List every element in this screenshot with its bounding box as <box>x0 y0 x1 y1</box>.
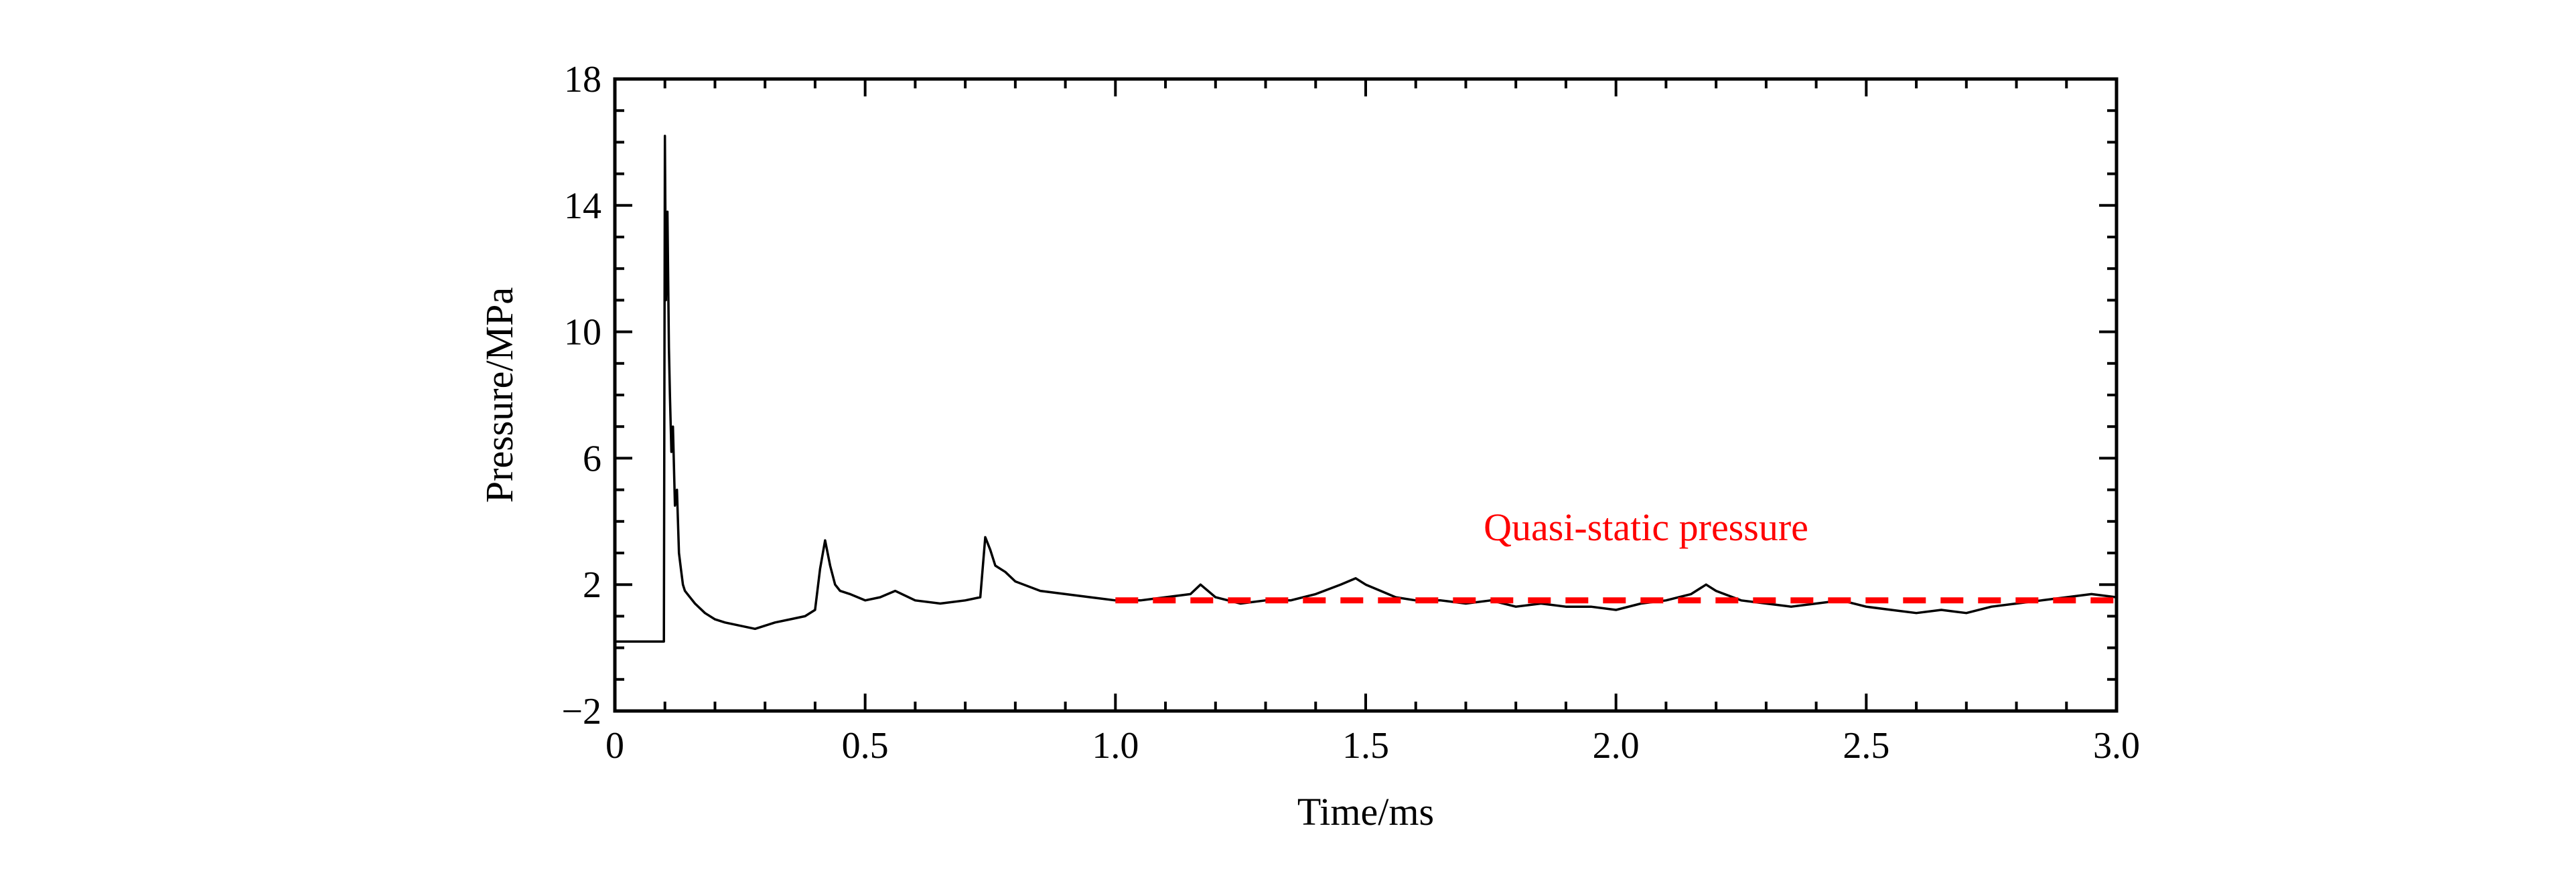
data-series-layer <box>615 135 2117 643</box>
y-tick-label: 10 <box>564 312 601 353</box>
axis-tick-labels: 0 0.5 1.0 1.5 2.0 2.5 3.0 −2 2 6 10 14 18 <box>561 59 2140 767</box>
pressure-trace-line <box>615 135 2117 643</box>
x-tick-label: 1.0 <box>1092 725 1139 767</box>
x-tick-label: 0 <box>605 725 624 767</box>
x-tick-label: 3.0 <box>2093 725 2140 767</box>
y-tick-label: 14 <box>564 185 601 227</box>
y-axis-label: Pressure/MPa <box>478 287 521 503</box>
x-tick-label: 1.5 <box>1342 725 1389 767</box>
x-tick-label: 2.5 <box>1843 725 1889 767</box>
x-tick-label: 2.0 <box>1593 725 1640 767</box>
x-axis-label: Time/ms <box>1297 790 1434 834</box>
y-tick-label: 18 <box>564 59 601 100</box>
y-tick-label: −2 <box>561 691 601 732</box>
y-tick-label: 6 <box>583 438 601 479</box>
axis-ticks <box>614 78 2118 712</box>
y-tick-label: 2 <box>583 564 601 606</box>
x-tick-label: 0.5 <box>842 725 889 767</box>
quasi-static-pressure-annotation: Quasi-static pressure <box>1484 505 1808 549</box>
plot-frame <box>613 77 2119 713</box>
